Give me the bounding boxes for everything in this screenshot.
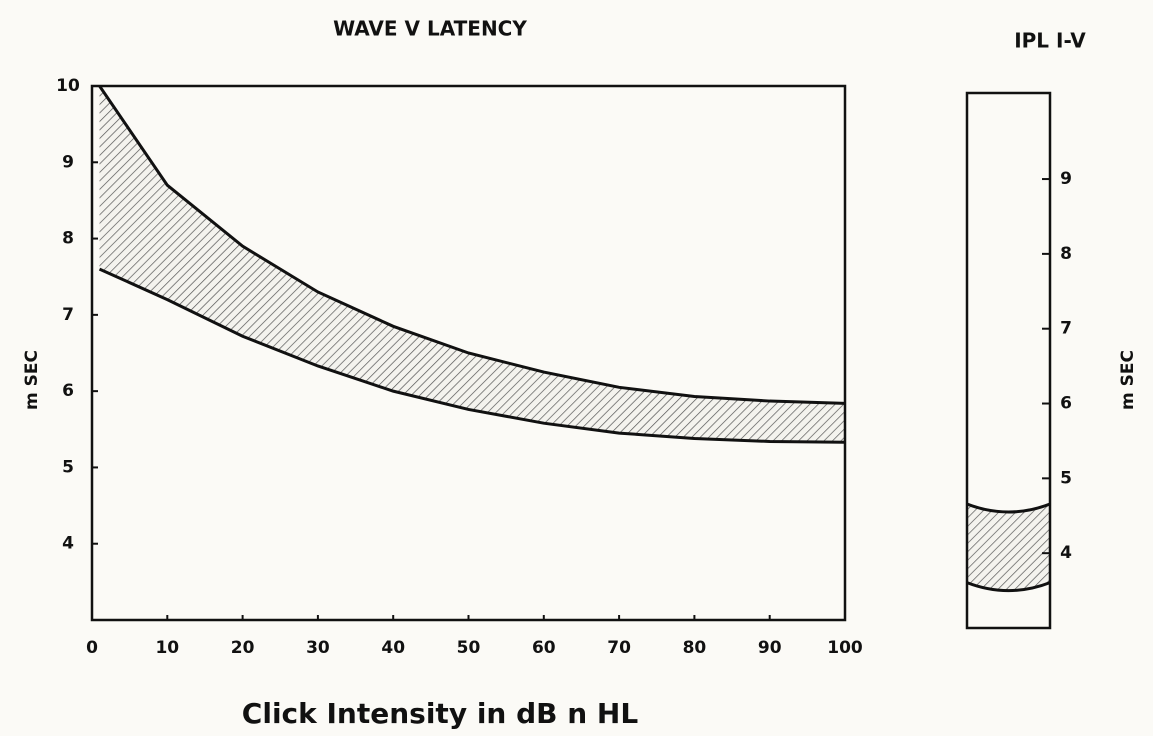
y-axis-label: m SEC [22, 350, 42, 410]
y-tick-label: 7 [62, 305, 74, 325]
y-axis-label: m SEC [1118, 350, 1138, 410]
y-tick-label: 9 [62, 152, 74, 172]
band-fill [99, 86, 845, 443]
x-axis-label: Click Intensity in dB n HL [242, 697, 639, 730]
x-tick-label: 30 [306, 638, 330, 658]
lower-line [966, 581, 1051, 593]
y-tick-label: 5 [1060, 468, 1072, 488]
y-tick-label: 10 [56, 76, 80, 96]
x-tick-label: 90 [758, 638, 782, 658]
y-tick-label: 7 [1060, 319, 1072, 339]
chart-title: WAVE V LATENCY [333, 17, 527, 41]
x-tick-label: 80 [683, 638, 707, 658]
y-tick-label: 5 [62, 457, 74, 477]
x-tick-label: 0 [86, 638, 98, 658]
x-tick-label: 20 [231, 638, 255, 658]
x-tick-label: 60 [532, 638, 556, 658]
upper-line [98, 85, 846, 405]
x-tick-label: 70 [607, 638, 631, 658]
upper-line [966, 502, 1051, 514]
y-tick-label: 6 [62, 381, 74, 401]
y-tick-label: 6 [1060, 394, 1072, 414]
range-fill [967, 504, 1050, 591]
plot-frame [965, 91, 1052, 630]
y-tick-label: 8 [62, 229, 74, 249]
y-tick-label: 8 [1060, 244, 1072, 264]
chart-title: IPL I-V [1014, 29, 1086, 53]
lower-line [98, 267, 846, 444]
x-tick-label: 100 [827, 638, 863, 658]
y-tick-label: 4 [62, 534, 74, 554]
x-tick-label: 10 [155, 638, 179, 658]
y-tick-label: 4 [1060, 543, 1072, 563]
x-tick-label: 50 [457, 638, 481, 658]
x-tick-label: 40 [381, 638, 405, 658]
y-tick-label: 9 [1060, 169, 1072, 189]
